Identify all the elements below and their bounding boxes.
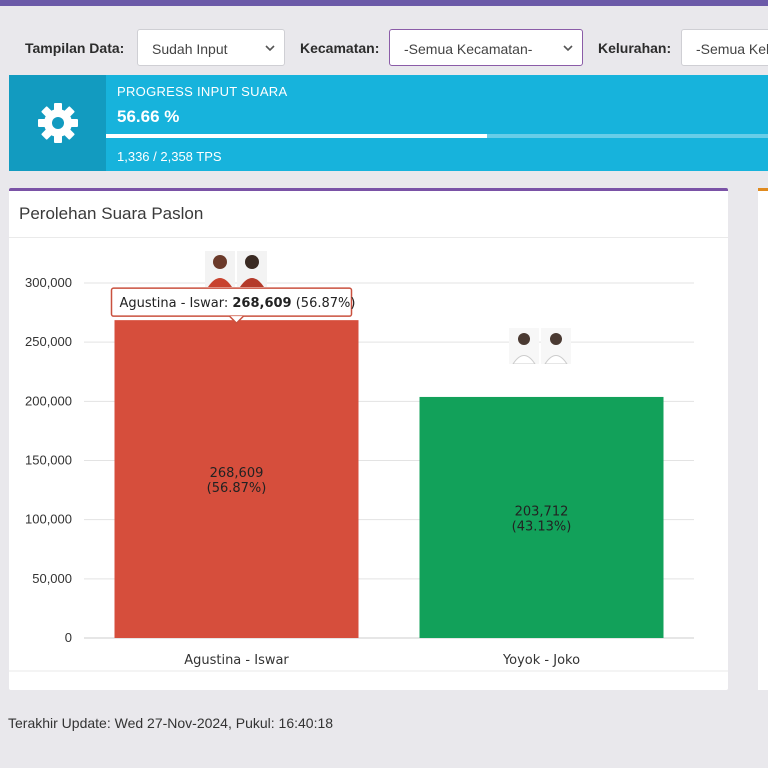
filter-bar: Tampilan Data: Sudah Input Kecamatan: -S… xyxy=(0,28,768,68)
candidate-photo xyxy=(205,251,235,287)
bar-value-label: 268,609 xyxy=(210,466,264,481)
y-tick-label: 200,000 xyxy=(25,393,72,408)
tooltip-series: Agustina - Iswar: xyxy=(120,296,233,311)
y-tick-label: 300,000 xyxy=(25,275,72,290)
x-tick-label: Yoyok - Joko xyxy=(502,653,580,668)
card-title: Perolehan Suara Paslon xyxy=(19,204,204,223)
progress-title: PROGRESS INPUT SUARA xyxy=(117,84,288,99)
progress-percent: 56.66 % xyxy=(117,107,180,126)
tampilan-label: Tampilan Data: xyxy=(25,40,125,56)
progress-tps: 1,336 / 2,358 TPS xyxy=(117,149,222,164)
progress-track xyxy=(106,134,768,138)
tooltip-value: 268,609 xyxy=(232,296,291,311)
bar-chart: 0 50,000 100,000 150,000 200,000 250,000 300,0… xyxy=(9,275,728,672)
chevron-down-icon xyxy=(265,45,275,52)
y-tick-label: 100,000 xyxy=(25,512,72,527)
bar-percent-label: (43.13%) xyxy=(512,519,572,534)
tampilan-select[interactable]: Sudah Input xyxy=(137,29,285,66)
bar-percent-label: (56.87%) xyxy=(207,481,267,496)
tooltip-pct: (56.87%) xyxy=(292,296,356,311)
y-tick-label: 50,000 xyxy=(32,571,72,586)
progress-panel: PROGRESS INPUT SUARA 56.66 % 1,336 / 2,3… xyxy=(9,75,768,171)
chevron-down-icon xyxy=(563,45,573,52)
top-accent-bar xyxy=(0,0,768,6)
kecamatan-select[interactable]: -Semua Kecamatan- xyxy=(389,29,583,66)
paslon-chart-card: Perolehan Suara Paslon 0 50,000 100,000 150… xyxy=(9,188,728,690)
card-divider xyxy=(9,237,728,238)
bar xyxy=(114,320,359,638)
x-tick-label: Agustina - Iswar xyxy=(184,653,289,668)
gear-icon xyxy=(37,103,78,143)
kelurahan-value: -Semua Kel xyxy=(696,41,768,57)
candidate-photo xyxy=(509,328,539,364)
tooltip-text: Agustina - Iswar: 268,609 (56.87%) xyxy=(120,296,356,311)
progress-icon-box xyxy=(9,75,106,171)
kelurahan-select[interactable]: -Semua Kel xyxy=(681,29,768,66)
y-tick-label: 150,000 xyxy=(25,453,72,468)
candidate-photo xyxy=(237,251,267,287)
side-card xyxy=(758,188,768,690)
candidate-photo xyxy=(541,328,571,364)
kecamatan-label: Kecamatan: xyxy=(300,40,380,56)
progress-fill xyxy=(106,134,488,138)
y-tick-label: 250,000 xyxy=(25,334,72,349)
kecamatan-value: -Semua Kecamatan- xyxy=(404,41,533,57)
bar xyxy=(419,396,664,638)
last-update: Terakhir Update: Wed 27-Nov-2024, Pukul:… xyxy=(8,715,334,731)
y-tick-label: 0 xyxy=(65,630,72,645)
tampilan-value: Sudah Input xyxy=(152,41,228,57)
kelurahan-label: Kelurahan: xyxy=(598,40,672,56)
tooltip-pointer xyxy=(228,315,245,325)
bar-value-label: 203,712 xyxy=(515,504,569,519)
